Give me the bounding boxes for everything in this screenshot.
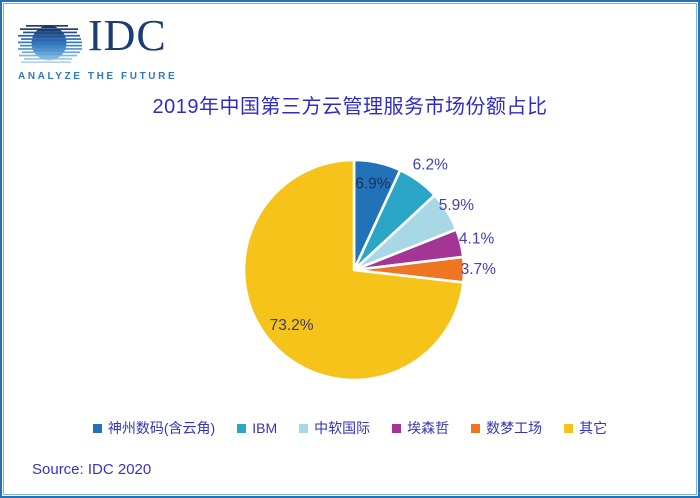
legend-label: 神州数码(含云角) [107,420,216,436]
pie-label-5: 3.7% [461,261,497,278]
legend-item-2: IBM [237,420,277,436]
legend-marker-icon [237,423,247,433]
idc-logo: IDC ANALYZE THE FUTURE [18,11,178,82]
pie-slice-6 [242,158,465,382]
pie-label-6: 73.2% [270,317,314,334]
legend-item-6: 其它 [564,418,607,438]
legend-item-5: 数梦工场 [471,418,542,438]
pie-label-2: 6.2% [413,157,449,174]
chart-title: 2019年中国第三方云管理服务市场份额占比 [152,96,548,118]
legend-label: 数梦工场 [486,420,543,436]
legend-marker-icon [471,423,481,433]
legend-item-1: 神州数码(含云角) [92,418,216,438]
legend-marker-icon [299,423,309,433]
pie-chart: 6.9% 6.2% 5.9% 4.1% 3.7% 73.2% [242,157,497,382]
legend-item-3: 中软国际 [299,418,370,438]
pie-label-3: 5.9% [439,197,475,214]
legend-label: 中软国际 [314,420,371,436]
legend-label: 其它 [579,420,608,436]
chart-legend: 神州数码(含云角) IBM 中软国际 埃森哲 数梦工场 其它 [2,418,698,438]
legend-item-4: 埃森哲 [392,418,449,438]
idc-globe-icon [18,25,82,63]
legend-marker-icon [92,423,102,433]
legend-label: IBM [252,420,278,436]
idc-logo-tagline: ANALYZE THE FUTURE [18,71,178,82]
legend-marker-icon [564,423,574,433]
pie-label-1: 6.9% [355,176,391,193]
legend-label: 埃森哲 [407,420,450,436]
legend-marker-icon [392,423,402,433]
idc-logo-text: IDC [88,11,167,60]
source-note: Source: IDC 2020 [32,461,152,478]
pie-label-4: 4.1% [459,230,495,247]
